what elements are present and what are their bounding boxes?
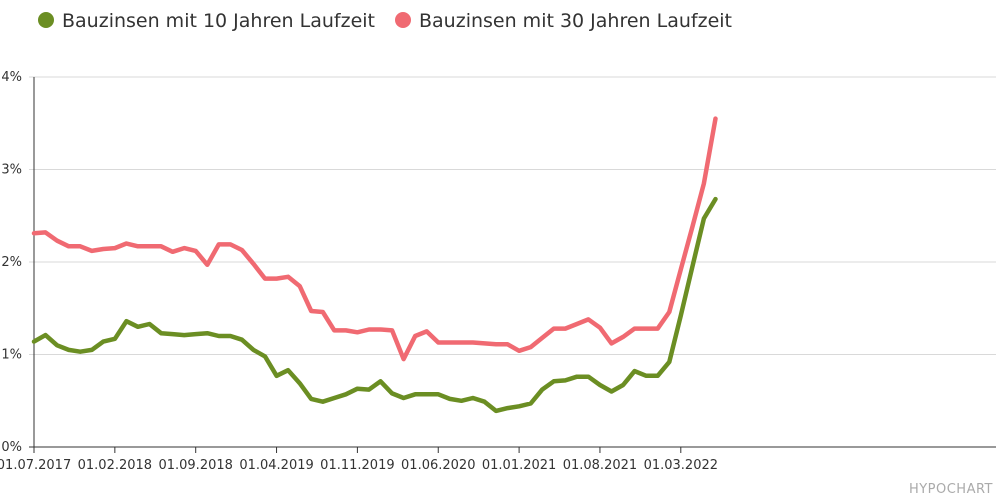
legend[interactable]: Bauzinsen mit 10 Jahren Laufzeit Bauzins… [38,10,732,32]
y-axis-tick-labels: 0% 1% 2% 3% 4% [1,70,22,455]
x-tick-label: 01.01.2021 [482,458,556,473]
x-tick-label: 01.09.2018 [158,458,232,473]
x-tick-label: 01.08.2021 [563,458,637,473]
x-tick-label: 01.02.2018 [78,458,152,473]
y-tick-label: 0% [1,440,22,455]
y-tick-label: 1% [1,348,22,363]
x-tick-label: 01.04.2019 [239,458,313,473]
x-tick-label: 01.07.2017 [0,458,71,473]
legend-item-10-years[interactable]: Bauzinsen mit 10 Jahren Laufzeit [38,10,375,32]
series-line-10-years[interactable] [31,196,718,414]
series-line-30-years[interactable] [31,116,718,362]
legend-label-10-years: Bauzinsen mit 10 Jahren Laufzeit [62,10,375,32]
legend-marker-30-years [395,12,411,28]
series-lines [31,116,718,414]
x-tick-label: 01.11.2019 [320,458,394,473]
legend-item-30-years[interactable]: Bauzinsen mit 30 Jahren Laufzeit [395,10,732,32]
y-tick-label: 3% [1,163,22,178]
x-axis-tick-labels: 01.07.2017 01.02.2018 01.09.2018 01.04.2019… [0,458,718,473]
x-tick-label: 01.06.2020 [401,458,475,473]
axes [33,77,682,453]
brand-watermark: HYPOCHART [909,482,993,497]
x-tick-label: 01.03.2022 [644,458,718,473]
y-gridlines [29,76,996,448]
legend-label-30-years: Bauzinsen mit 30 Jahren Laufzeit [419,10,732,32]
y-tick-label: 2% [1,255,22,270]
legend-marker-10-years [38,12,54,28]
y-tick-label: 4% [1,70,22,85]
